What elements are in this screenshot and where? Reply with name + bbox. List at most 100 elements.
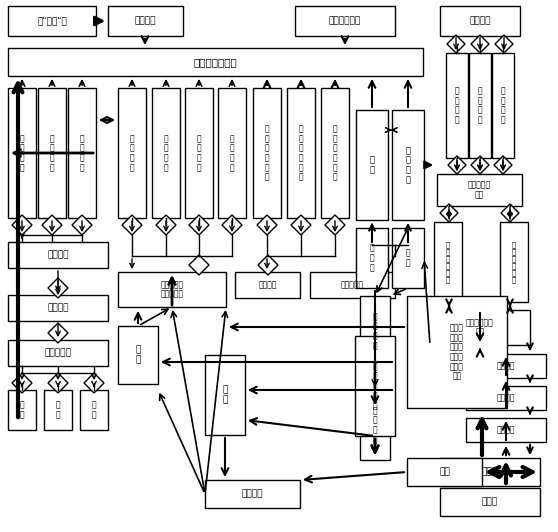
Bar	[446, 53, 468, 158]
Polygon shape	[48, 373, 68, 393]
Text: 减
量
信
息: 减 量 信 息	[80, 134, 84, 172]
Text: 不
认
可: 不 认 可	[370, 244, 374, 272]
Bar	[68, 88, 96, 218]
Bar	[118, 272, 226, 307]
Text: 释
放
垃
圾
大
袋: 释 放 垃 圾 大 袋	[446, 241, 450, 283]
Bar	[407, 458, 482, 486]
Bar	[407, 296, 507, 408]
Text: 源头分类: 源头分类	[469, 16, 490, 26]
Text: 机器刷脸: 机器刷脸	[134, 16, 156, 26]
Text: 按"确定"键: 按"确定"键	[37, 16, 67, 26]
Text: 垃圾大
袋二维
码与投
放垃圾
的用户
关联: 垃圾大 袋二维 码与投 放垃圾 的用户 关联	[450, 323, 464, 381]
Polygon shape	[48, 278, 68, 298]
Bar	[434, 222, 462, 302]
Bar	[492, 53, 514, 158]
Bar	[185, 88, 213, 218]
Polygon shape	[72, 215, 92, 235]
Text: 投放口信息: 投放口信息	[341, 280, 364, 289]
Bar	[360, 296, 390, 366]
Bar	[118, 326, 158, 384]
Bar	[440, 6, 520, 36]
Bar	[466, 418, 546, 442]
Text: 转
变
垃
圾: 转 变 垃 圾	[501, 86, 506, 124]
Bar	[118, 88, 146, 218]
Text: 兑
换: 兑 换	[92, 401, 97, 419]
Text: 获
得: 获 得	[20, 401, 25, 419]
Polygon shape	[494, 156, 512, 174]
Text: 减
量
信
息: 减 量 信 息	[129, 134, 134, 172]
Bar	[392, 110, 424, 220]
Text: 分类合格: 分类合格	[242, 489, 263, 498]
Polygon shape	[471, 35, 489, 53]
Text: 垃圾车清: 垃圾车清	[497, 426, 515, 435]
Bar	[205, 480, 300, 508]
Text: 拖下大箱: 拖下大箱	[497, 394, 515, 403]
Polygon shape	[447, 35, 465, 53]
Text: 分拣处: 分拣处	[482, 468, 498, 477]
Polygon shape	[189, 215, 209, 235]
Text: 查验: 查验	[439, 468, 450, 477]
Polygon shape	[222, 215, 242, 235]
Text: 扫机器二维码: 扫机器二维码	[329, 16, 361, 26]
Polygon shape	[440, 204, 458, 222]
Polygon shape	[257, 215, 277, 235]
Text: 打
开
门
器: 打 开 门 器	[373, 312, 377, 350]
Bar	[356, 228, 388, 288]
Text: 减
量
信
息: 减 量 信 息	[230, 134, 234, 172]
Text: 燃
染
垃
圾: 燃 染 垃 圾	[478, 86, 482, 124]
Bar	[295, 6, 395, 36]
Text: 认
可: 认 可	[406, 248, 410, 268]
Bar	[8, 390, 36, 430]
Polygon shape	[448, 156, 466, 174]
Text: 积分信息: 积分信息	[47, 303, 69, 312]
Text: 比
对: 比 对	[369, 156, 374, 174]
Bar	[8, 6, 96, 36]
Polygon shape	[325, 215, 345, 235]
Bar	[152, 88, 180, 218]
Text: 级
别
信
息: 级 别 信 息	[50, 134, 54, 172]
Text: 小
区
级
别: 小 区 级 别	[196, 134, 201, 172]
Polygon shape	[42, 215, 62, 235]
Text: 分拣处: 分拣处	[482, 497, 498, 506]
Bar	[287, 88, 315, 218]
Text: 计
量: 计 量	[135, 346, 141, 364]
Bar	[38, 88, 66, 218]
Text: 一并投放各类
垃圾: 一并投放各类 垃圾	[466, 318, 494, 337]
Text: 分拣口及信
息中心信息: 分拣口及信 息中心信息	[161, 280, 184, 299]
Bar	[321, 88, 349, 218]
Text: 投放口工控主机: 投放口工控主机	[194, 57, 237, 67]
Text: 分
类
不
合
格: 分 类 不 合 格	[373, 362, 377, 410]
Bar	[355, 336, 395, 436]
Polygon shape	[471, 156, 489, 174]
Polygon shape	[501, 204, 519, 222]
Bar	[356, 110, 388, 220]
Bar	[8, 48, 423, 76]
Bar	[469, 53, 491, 158]
Bar	[205, 355, 245, 435]
Text: 关
闭
门
器: 关 闭 门 器	[373, 406, 377, 444]
Bar	[108, 6, 183, 36]
Polygon shape	[156, 215, 176, 235]
Text: 用户手机端: 用户手机端	[45, 348, 71, 358]
Polygon shape	[12, 373, 32, 393]
Polygon shape	[84, 373, 104, 393]
Bar	[437, 174, 522, 206]
Bar	[253, 88, 281, 218]
Bar	[430, 310, 530, 345]
Bar	[8, 242, 108, 268]
Text: 用
户
投
放
信
息: 用 户 投 放 信 息	[264, 124, 270, 182]
Bar	[360, 390, 390, 460]
Text: 腐
化
垃
圾: 腐 化 垃 圾	[455, 86, 459, 124]
Text: 下
送
指
令: 下 送 指 令	[406, 146, 411, 184]
Bar	[440, 488, 540, 516]
Text: 用户信息: 用户信息	[47, 251, 69, 260]
Bar	[8, 340, 108, 366]
Bar	[466, 354, 546, 378]
Bar	[80, 390, 108, 430]
Bar	[466, 386, 546, 410]
Polygon shape	[122, 215, 142, 235]
Text: 改
正: 改 正	[222, 386, 228, 404]
Polygon shape	[291, 215, 311, 235]
Text: 垃
圾
车
清
信
息: 垃 圾 车 清 信 息	[333, 124, 338, 182]
Bar	[310, 272, 395, 298]
